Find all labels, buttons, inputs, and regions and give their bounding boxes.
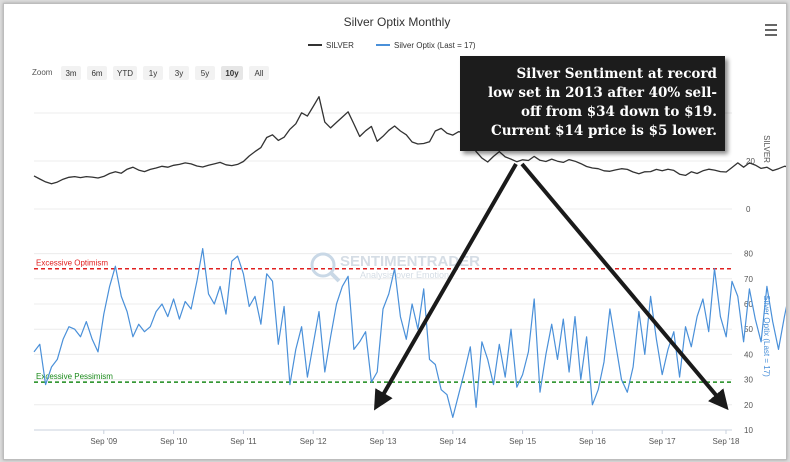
x-axis: Sep '09 Sep '10 Sep '11 Sep '12 Sep '13 Sep '…: [34, 429, 740, 446]
optix-tick-label: 30: [744, 376, 753, 385]
watermark-logo-handle: [329, 271, 341, 283]
zoom-button-label: 10y: [225, 69, 239, 78]
optix-axis: 10 20 30 40 50 60 70 80 Silver Optix (Last = 17): [744, 250, 771, 435]
zoom-button-10y[interactable]: 10y: [221, 66, 243, 80]
x-tick-label: Sep '11: [230, 437, 257, 446]
silver-axis-title: SILVER: [762, 135, 771, 163]
zoom-button-ytd[interactable]: YTD: [113, 66, 137, 80]
hamburger-menu-icon[interactable]: [765, 24, 777, 36]
zoom-button-6m[interactable]: 6m: [87, 66, 107, 80]
x-tick-label: Sep '14: [439, 437, 466, 446]
zoom-button-1y[interactable]: 1y: [143, 66, 163, 80]
chart-svg: Silver Optix Monthly SILVER Silver Optix…: [32, 15, 786, 446]
watermark-name: SENTIMENTRADER: [340, 253, 480, 270]
series-line-silver-optix-last-17: [33, 248, 786, 418]
zoom-button-label: All: [255, 69, 264, 78]
x-tick-label: Sep '09: [90, 437, 117, 446]
zoom-button-label: 6m: [91, 69, 102, 78]
zoom-button-label: YTD: [117, 69, 133, 78]
watermark-logo: [310, 252, 336, 278]
legend-item-silver[interactable]: SILVER: [308, 41, 354, 50]
arrow-to-2018-current: [520, 162, 729, 411]
zoom-button-label: 5y: [201, 69, 209, 78]
watermark-tagline: Analysis over Emotion: [360, 270, 449, 280]
optix-tick-label: 10: [744, 426, 753, 435]
annotation: Silver Sentiment at record low set in 201…: [460, 56, 725, 151]
optix-tick-label: 60: [744, 300, 753, 309]
zoom-button-label: 1y: [149, 69, 157, 78]
optix-tick-label: 50: [744, 325, 753, 334]
x-tick-label: Sep '16: [579, 437, 606, 446]
optix-tick-label: 80: [744, 250, 753, 259]
x-tick-label: Sep '13: [370, 437, 397, 446]
annotation-box: [460, 56, 725, 151]
annotation-line: off from $34 down to $19.: [521, 104, 717, 120]
silver-axis: 0 20 SILVER: [746, 135, 771, 214]
zoom-button-5y[interactable]: 5y: [195, 66, 215, 80]
reference-lines: Excessive Optimism Excessive Pessimism: [34, 259, 732, 383]
ref-label-excessive-pessimism: Excessive Pessimism: [36, 372, 113, 381]
legend-label-optix: Silver Optix (Last = 17): [394, 41, 476, 50]
watermark: SENTIMENTRADER Analysis over Emotion: [310, 252, 480, 283]
x-tick-label: Sep '12: [300, 437, 327, 446]
zoom-button-all[interactable]: All: [249, 66, 269, 80]
silver-tick-label: 0: [746, 205, 751, 214]
annotation-line: Silver Sentiment at record: [516, 66, 717, 82]
chart-title: Silver Optix Monthly: [344, 15, 451, 29]
optix-tick-label: 70: [744, 275, 753, 284]
arrows: [374, 162, 729, 411]
zoom-label: Zoom: [32, 68, 53, 77]
x-tick-label: Sep '17: [649, 437, 676, 446]
arrow-to-2013-low: [374, 163, 518, 411]
x-tick-label: Sep '18: [713, 437, 740, 446]
x-tick-label: Sep '15: [509, 437, 536, 446]
annotation-text: Silver Sentiment at record low set in 201…: [488, 66, 718, 139]
zoom-button-3m[interactable]: 3m: [61, 66, 81, 80]
silver-tick-label: 20: [746, 157, 755, 166]
chart-frame: Silver Optix Monthly SILVER Silver Optix…: [3, 3, 787, 460]
zoom-button-3y[interactable]: 3y: [169, 66, 189, 80]
optix-tick-label: 20: [744, 401, 753, 410]
optix-tick-label: 40: [744, 350, 753, 359]
annotation-line: low set in 2013 after 40% sell-: [488, 85, 717, 101]
legend-label-silver: SILVER: [326, 41, 354, 50]
x-tick-label: Sep '10: [160, 437, 187, 446]
legend-item-optix[interactable]: Silver Optix (Last = 17): [376, 41, 476, 50]
annotation-line: Current $14 price is $5 lower.: [491, 123, 717, 139]
zoom-button-label: 3m: [65, 69, 76, 78]
legend: SILVER Silver Optix (Last = 17): [308, 41, 476, 50]
optix-axis-title: Silver Optix (Last = 17): [762, 295, 771, 377]
ref-label-excessive-optimism: Excessive Optimism: [36, 259, 108, 268]
zoom-button-label: 3y: [175, 69, 183, 78]
zoom-buttons: 3m 6m YTD 1y 3y 5y 10y All: [61, 66, 269, 80]
